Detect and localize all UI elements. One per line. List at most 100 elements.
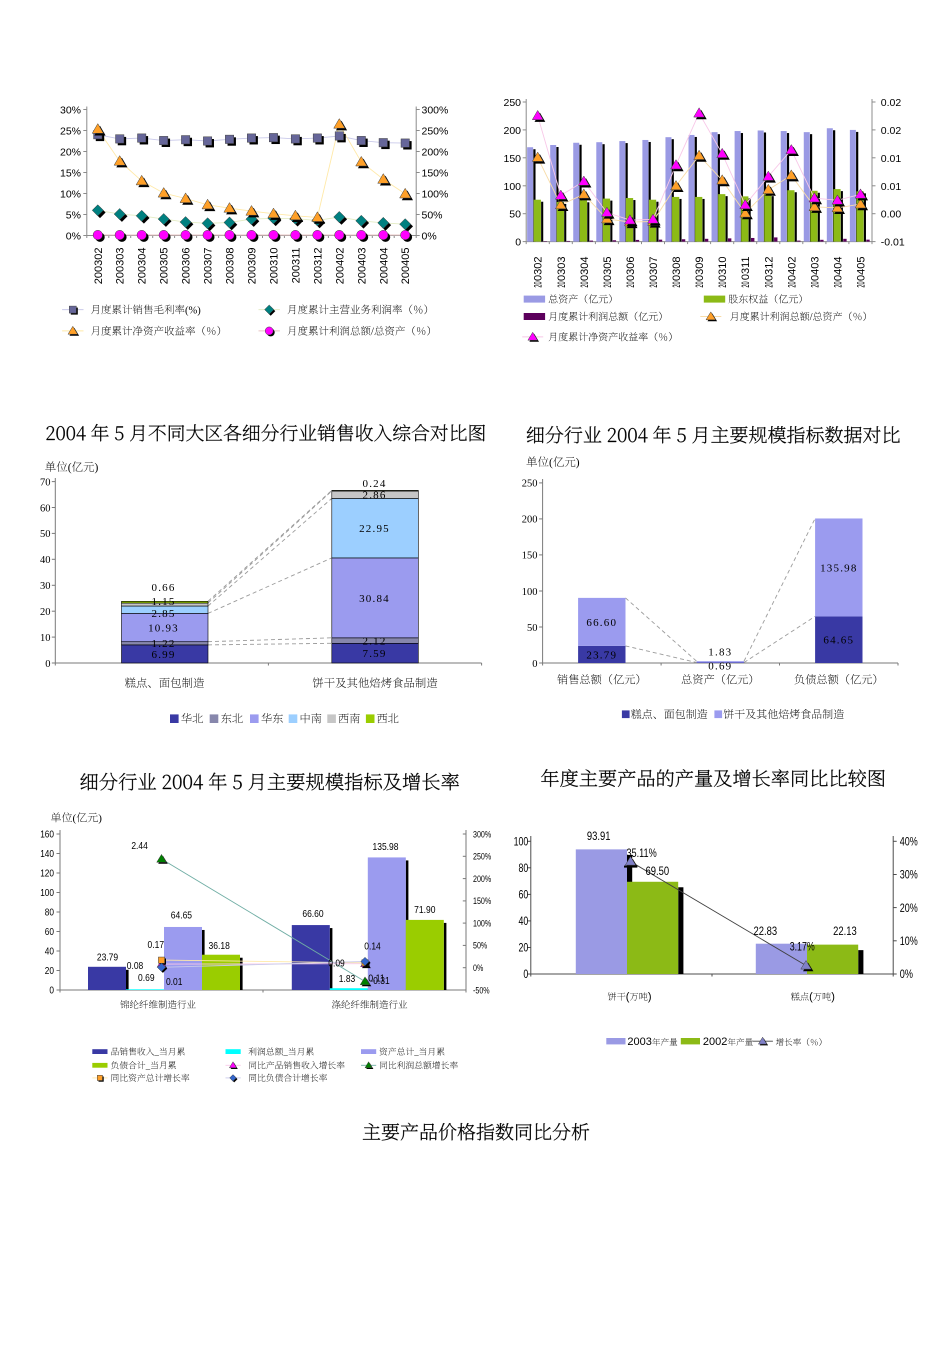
svg-text:0403: 0403	[809, 257, 821, 281]
svg-text:22.13: 22.13	[833, 924, 857, 938]
svg-text:0%: 0%	[66, 231, 81, 243]
svg-text:_: _	[413, 1047, 419, 1057]
svg-text:(: (	[626, 991, 630, 1003]
svg-text:0.01: 0.01	[881, 181, 902, 193]
svg-text:150: 150	[504, 153, 522, 165]
svg-text:135.98: 135.98	[820, 562, 857, 574]
svg-text:0312: 0312	[763, 257, 775, 281]
svg-text:5%: 5%	[66, 210, 81, 222]
svg-text:250: 250	[504, 97, 522, 109]
svg-text:70: 70	[40, 477, 51, 488]
svg-text:300%: 300%	[422, 105, 449, 117]
svg-text:22.83: 22.83	[754, 924, 778, 938]
svg-text:/: /	[810, 312, 813, 323]
svg-text:22.95: 22.95	[359, 523, 390, 535]
svg-text:30.84: 30.84	[359, 593, 390, 605]
svg-text:50: 50	[509, 209, 521, 221]
svg-text:36.18: 36.18	[209, 941, 231, 952]
svg-text:200405: 200405	[400, 248, 412, 285]
svg-text:0405: 0405	[856, 257, 868, 281]
svg-text:100%: 100%	[422, 189, 449, 201]
svg-text:0.00: 0.00	[881, 209, 902, 221]
svg-text:20: 20	[519, 941, 529, 955]
svg-text:0304: 0304	[579, 257, 591, 281]
svg-text:0.01: 0.01	[881, 153, 902, 165]
svg-text:): )	[98, 813, 102, 825]
svg-text:20: 20	[740, 281, 752, 287]
svg-text:): )	[576, 457, 580, 469]
svg-text:0311: 0311	[740, 257, 752, 281]
svg-text:0.01: 0.01	[166, 977, 183, 988]
svg-text:_: _	[282, 1047, 288, 1057]
svg-text:0%: 0%	[422, 231, 437, 243]
svg-text:2003: 2003	[627, 1036, 651, 1048]
svg-text:20%: 20%	[60, 147, 81, 159]
svg-text:20: 20	[648, 281, 660, 287]
svg-text:2.44: 2.44	[131, 841, 148, 852]
svg-text:100: 100	[514, 835, 529, 849]
svg-text:200307: 200307	[203, 248, 215, 285]
svg-text:10%: 10%	[900, 934, 918, 948]
svg-text:25%: 25%	[60, 126, 81, 138]
svg-text:150%: 150%	[473, 896, 492, 907]
svg-text:200302: 200302	[93, 248, 105, 285]
svg-text:2.86: 2.86	[363, 490, 387, 502]
svg-text:0.69: 0.69	[138, 973, 155, 984]
svg-text:250%: 250%	[473, 852, 492, 863]
svg-text:0310: 0310	[717, 257, 729, 281]
svg-text:2.12: 2.12	[363, 635, 387, 647]
svg-text:10%: 10%	[60, 189, 81, 201]
svg-text:20: 20	[856, 281, 868, 287]
svg-text:0: 0	[515, 237, 521, 249]
svg-text:200404: 200404	[378, 248, 390, 285]
svg-text:200%: 200%	[422, 147, 449, 159]
svg-text:0303: 0303	[556, 257, 568, 281]
svg-text:/: /	[371, 327, 374, 338]
svg-text:0%: 0%	[900, 967, 913, 981]
svg-text:200403: 200403	[356, 248, 368, 285]
svg-text:150%: 150%	[422, 168, 449, 180]
svg-text:-0.31: -0.31	[370, 976, 390, 987]
svg-text:23.79: 23.79	[586, 649, 617, 661]
svg-text:200: 200	[504, 125, 522, 137]
svg-text:50: 50	[527, 623, 538, 634]
svg-text:100%: 100%	[473, 918, 492, 929]
svg-text:0.02: 0.02	[881, 125, 902, 137]
svg-text:6.99: 6.99	[152, 649, 176, 661]
svg-text:250: 250	[522, 479, 538, 490]
svg-text:150: 150	[522, 551, 538, 562]
svg-text:60: 60	[519, 888, 529, 902]
svg-text:30: 30	[40, 581, 51, 592]
svg-text:50: 50	[40, 529, 51, 540]
svg-text:20: 20	[717, 281, 729, 287]
svg-text:20: 20	[786, 281, 798, 287]
svg-text:66.60: 66.60	[586, 617, 617, 629]
svg-text:15%: 15%	[60, 168, 81, 180]
svg-text:(: (	[549, 457, 553, 469]
svg-text:20%: 20%	[900, 901, 918, 915]
svg-text:10: 10	[40, 633, 51, 644]
svg-text:20: 20	[602, 281, 614, 287]
svg-text:71.90: 71.90	[414, 905, 436, 916]
svg-text:80: 80	[519, 861, 529, 875]
svg-text:0: 0	[45, 659, 50, 670]
svg-text:7.59: 7.59	[363, 648, 387, 660]
svg-text:200306: 200306	[181, 248, 193, 285]
svg-text:69.50: 69.50	[646, 864, 670, 878]
svg-text:-50%: -50%	[473, 985, 490, 996]
svg-text:20: 20	[763, 281, 775, 287]
svg-text:30%: 30%	[900, 868, 918, 882]
svg-text:0.08: 0.08	[127, 961, 144, 972]
svg-text:64.65: 64.65	[171, 911, 193, 922]
svg-text:100: 100	[504, 181, 522, 193]
svg-text:20: 20	[533, 281, 545, 287]
svg-text:30%: 30%	[60, 105, 81, 117]
svg-text:0: 0	[49, 986, 54, 997]
svg-text:93.91: 93.91	[587, 829, 611, 843]
svg-text:0.09: 0.09	[328, 959, 345, 970]
svg-text:140: 140	[40, 849, 54, 860]
svg-text:250%: 250%	[422, 126, 449, 138]
svg-text:20: 20	[579, 281, 591, 287]
svg-text:120: 120	[40, 869, 54, 880]
svg-text:40: 40	[519, 914, 529, 928]
